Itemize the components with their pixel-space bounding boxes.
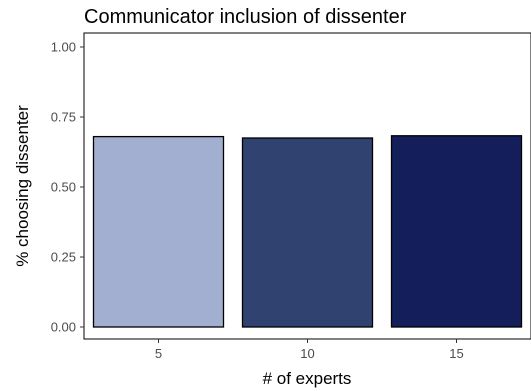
x-axis-title: # of experts xyxy=(263,369,352,388)
bar-15 xyxy=(390,135,523,328)
x-tick-label: 15 xyxy=(449,346,463,361)
y-tick-label: 1.00 xyxy=(51,40,76,55)
bar-10 xyxy=(241,137,374,328)
x-tick-label: 5 xyxy=(155,346,162,361)
y-tick-label: 0.25 xyxy=(51,250,76,265)
bar-5 xyxy=(92,135,225,328)
y-tick-label: 0.75 xyxy=(51,110,76,125)
x-axis: 5 10 15 xyxy=(155,339,464,361)
bars-group xyxy=(92,135,523,328)
y-tick-label: 0.00 xyxy=(51,320,76,335)
y-tick-label: 0.50 xyxy=(51,180,76,195)
chart-title: Communicator inclusion of dissenter xyxy=(84,6,407,28)
y-axis: 0.00 0.25 0.50 0.75 1.00 xyxy=(51,40,84,335)
y-axis-title: % choosing dissenter xyxy=(13,105,32,267)
x-tick-label: 10 xyxy=(300,346,314,361)
